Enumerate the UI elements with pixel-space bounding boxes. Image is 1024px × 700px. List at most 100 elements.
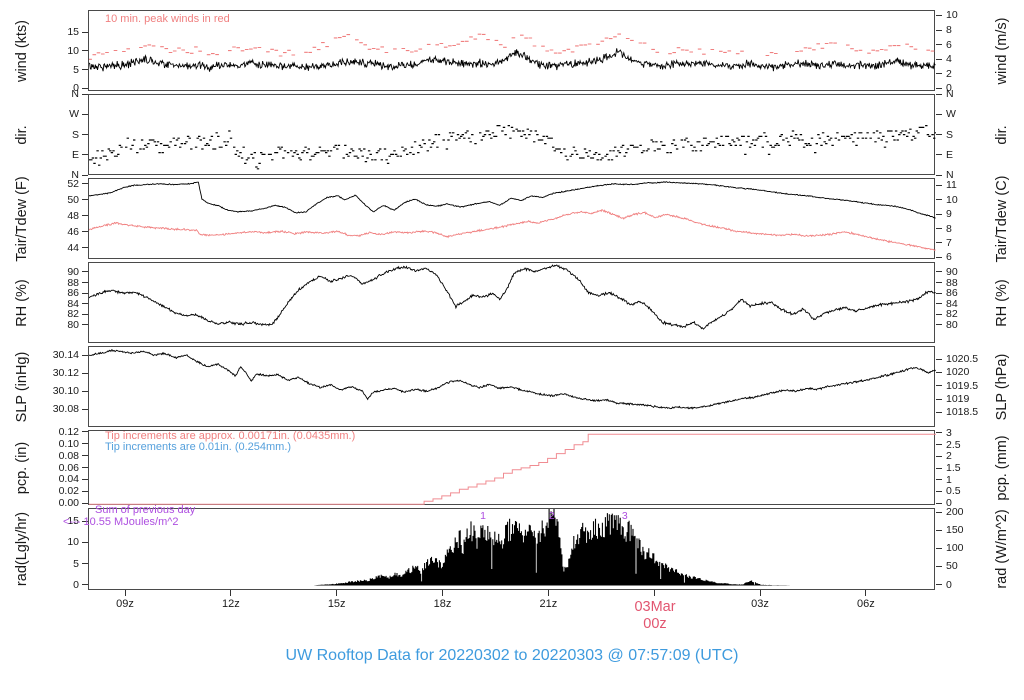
tick-left-pcp bbox=[82, 431, 88, 433]
tick-label-right-pcp: 1.5 bbox=[946, 462, 961, 475]
x-tick bbox=[865, 590, 867, 596]
tick-label-left-dir: N bbox=[71, 169, 79, 181]
tick-right-temp bbox=[936, 213, 942, 215]
tick-label-right-dir: S bbox=[946, 128, 954, 141]
x-tick bbox=[230, 590, 232, 596]
series-tair_f bbox=[89, 181, 936, 219]
axis-title-dir-right: dir. bbox=[994, 124, 1010, 145]
tick-label-right-wind: 2 bbox=[946, 67, 952, 80]
axis-title-pcp-in: pcp. (in) bbox=[14, 441, 30, 494]
plot-slp bbox=[89, 349, 936, 410]
pcp-tip-note-gauge: Tip increments are 0.01in. (0.254mm.) bbox=[105, 441, 292, 453]
tick-label-right-temp: 7 bbox=[946, 236, 952, 249]
tick-label-left-rh: 90 bbox=[67, 265, 79, 278]
tick-label-right-rh: 82 bbox=[946, 308, 958, 321]
tick-left-rh bbox=[82, 324, 88, 326]
rad-sum-value: <--- 10.55 MJoules/m^2 bbox=[63, 516, 179, 528]
tick-right-slp bbox=[936, 385, 942, 387]
tick-label-right-rh: 88 bbox=[946, 276, 958, 289]
tick-label-right-pcp: 0.5 bbox=[946, 485, 961, 498]
tick-left-rad bbox=[82, 520, 88, 522]
tick-label-right-slp: 1020.5 bbox=[946, 353, 979, 366]
series-wind_direction_deg bbox=[89, 125, 936, 170]
x-tick-label: 21z bbox=[539, 598, 558, 610]
panel-dir bbox=[88, 94, 936, 175]
tick-label-left-pcp: 0.06 bbox=[58, 461, 79, 474]
tick-left-rh bbox=[82, 292, 88, 294]
x-tick bbox=[653, 590, 655, 596]
tick-label-right-wind: 0 bbox=[946, 82, 952, 95]
axis-title-temp-c: Tair/Tdew (C) bbox=[994, 174, 1010, 263]
x-tick bbox=[336, 590, 338, 596]
tick-label-right-rh: 84 bbox=[946, 297, 958, 310]
wind-peak-legend: 10 min. peak winds in red bbox=[105, 13, 230, 25]
tick-right-dir bbox=[936, 93, 942, 95]
x-tick bbox=[547, 590, 549, 596]
tick-label-left-pcp: 0.02 bbox=[58, 485, 79, 498]
plot-pcp bbox=[89, 433, 936, 505]
tick-label-right-temp: 8 bbox=[946, 222, 952, 235]
tick-label-left-pcp: 0.10 bbox=[58, 437, 79, 450]
tick-label-right-rad: 100 bbox=[946, 542, 964, 555]
tick-right-wind bbox=[936, 44, 942, 46]
tick-label-left-dir: N bbox=[71, 88, 79, 100]
tick-label-right-temp: 11 bbox=[946, 179, 957, 192]
tick-right-wind bbox=[936, 87, 942, 89]
tick-left-slp bbox=[82, 408, 88, 410]
tick-label-left-pcp: 0.04 bbox=[58, 473, 79, 486]
tick-right-wind bbox=[936, 14, 942, 16]
tick-label-right-temp: 10 bbox=[946, 193, 958, 206]
tick-right-rh bbox=[936, 313, 942, 315]
rad-marker-3: 3 bbox=[621, 510, 628, 522]
tick-right-slp bbox=[936, 398, 942, 400]
series-rh_pct bbox=[89, 264, 936, 330]
plot-rad bbox=[314, 509, 790, 586]
tick-label-left-wind: 5 bbox=[73, 63, 79, 76]
tick-label-right-slp: 1019.5 bbox=[946, 379, 979, 392]
tick-label-left-slp: 30.12 bbox=[52, 367, 79, 379]
series-precip_accum_in bbox=[89, 433, 936, 505]
tick-left-wind bbox=[82, 31, 88, 33]
tick-label-left-temp: 52 bbox=[67, 177, 79, 190]
tick-left-rad bbox=[82, 563, 88, 564]
tick-label-left-rad: 15 bbox=[67, 515, 79, 528]
tick-label-left-pcp: 0.00 bbox=[58, 497, 79, 510]
tick-label-right-dir: E bbox=[946, 148, 954, 161]
tick-label-right-temp: 9 bbox=[946, 208, 952, 221]
tick-left-rad bbox=[82, 584, 88, 586]
tick-label-left-slp: 30.14 bbox=[52, 349, 79, 361]
tick-label-left-temp: 46 bbox=[67, 225, 79, 238]
tick-right-slp bbox=[936, 411, 942, 413]
tick-label-right-pcp: 2 bbox=[946, 450, 952, 463]
x-date-label-hour: 00z bbox=[643, 616, 667, 632]
rad-marker-1: 1 bbox=[480, 510, 486, 522]
rad-sum-label: Sum of previous day bbox=[95, 504, 196, 516]
tick-label-right-temp: 6 bbox=[946, 251, 952, 264]
tick-left-slp bbox=[82, 390, 88, 392]
tick-right-rh bbox=[936, 303, 942, 305]
tick-right-slp bbox=[936, 371, 942, 373]
tick-label-left-wind: 15 bbox=[67, 26, 79, 39]
tick-label-left-temp: 48 bbox=[67, 209, 79, 222]
tick-label-right-rh: 86 bbox=[946, 287, 958, 300]
tick-label-left-rad: 0 bbox=[73, 578, 79, 591]
tick-left-rh bbox=[82, 271, 88, 273]
tick-label-left-rad: 10 bbox=[67, 536, 79, 549]
tick-left-slp bbox=[82, 354, 88, 356]
plot-dir bbox=[89, 125, 936, 170]
tick-left-dir bbox=[82, 174, 88, 176]
tick-label-right-wind: 6 bbox=[946, 38, 952, 51]
axis-title-slp-hpa: SLP (hPa) bbox=[994, 353, 1010, 420]
x-tick bbox=[759, 590, 761, 596]
tick-label-right-rh: 90 bbox=[946, 265, 958, 278]
tick-left-temp bbox=[82, 247, 88, 249]
axis-title-wind-ms: wind (m/s) bbox=[994, 17, 1010, 84]
panel-slp bbox=[88, 346, 936, 427]
tick-label-right-slp: 1019 bbox=[946, 393, 970, 405]
tick-label-left-pcp: 0.08 bbox=[58, 449, 79, 462]
tick-label-right-pcp: 0 bbox=[946, 497, 952, 510]
tick-label-right-rad: 50 bbox=[946, 560, 958, 573]
axis-title-temp-f: Tair/Tdew (F) bbox=[14, 175, 30, 262]
tick-right-dir bbox=[936, 113, 942, 115]
x-tick-label: 03z bbox=[751, 598, 769, 610]
